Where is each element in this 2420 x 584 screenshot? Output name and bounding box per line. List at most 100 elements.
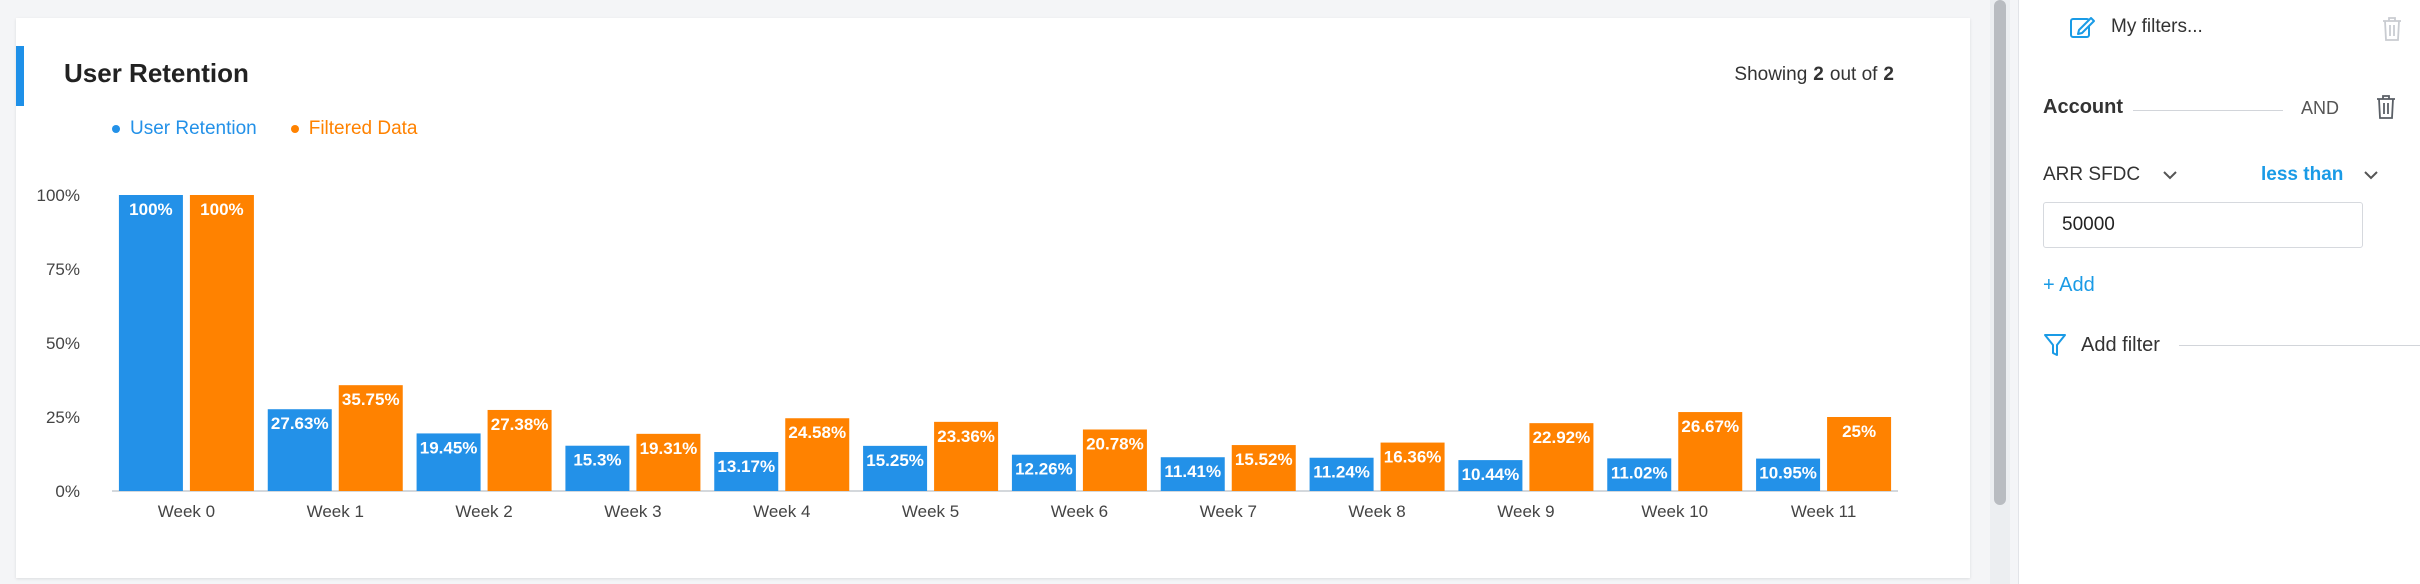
bar [636,433,701,491]
x-tick-label: Week 8 [1348,502,1405,521]
bar-data-label: 26.67% [1681,417,1739,436]
bar-data-label: 27.38% [491,415,549,434]
x-tick-label: Week 4 [753,502,810,521]
bar-data-label: 10.95% [1759,464,1817,483]
bar-data-label: 15.3% [573,451,621,470]
bar-data-label: 22.92% [1533,428,1591,447]
bar [1678,412,1743,491]
filter-funnel-icon [2044,334,2066,356]
bar-data-label: 13.17% [717,457,775,476]
bar-data-label: 12.26% [1015,460,1073,479]
legend-item-user-retention[interactable]: User Retention [112,118,257,140]
edit-icon [2070,17,2095,38]
bar [416,433,481,491]
bar-data-label: 25% [1842,422,1876,441]
add-filter-label: Add filter [2081,333,2160,356]
scrollbar-thumb[interactable] [1994,0,2006,505]
showing-prefix: Showing [1734,64,1808,85]
bar-data-label: 20.78% [1086,434,1144,453]
bar-data-label: 16.36% [1384,448,1442,467]
chart-title: User Retention [64,58,249,88]
x-tick-label: Week 6 [1051,502,1108,521]
x-tick-label: Week 5 [902,502,959,521]
x-tick-label: Week 1 [307,502,364,521]
divider [2179,345,2420,346]
bar [1082,429,1147,491]
bar [118,195,183,491]
account-label: Account [2043,96,2123,118]
bar [1380,442,1445,491]
bar [1011,454,1076,491]
bar [487,409,552,491]
add-filter-button[interactable]: Add filter [2043,332,2160,358]
y-tick-label: 25% [46,408,80,427]
bar [1231,445,1296,491]
bar [1458,460,1523,491]
y-tick-label: 50% [46,334,80,353]
bar-data-label: 19.45% [420,438,478,457]
trash-icon[interactable] [2381,16,2403,42]
trash-icon[interactable] [2375,94,2397,120]
bar-data-label: 19.31% [640,439,698,458]
bar-chart-plot: 0% 25% 50% 75% 100% 100% 100% Week 0 27.63% 35.75… [37,186,1898,521]
bar-data-label: 15.25% [866,451,924,470]
x-tick-label: Week 0 [158,502,215,521]
bar [1309,457,1374,491]
legend-label: Filtered Data [308,118,418,139]
chevron-down-icon [2163,171,2177,180]
bar-data-label: 100% [200,200,243,219]
operator-dropdown-label: less than [2261,164,2344,185]
bar [338,385,403,491]
operator-dropdown[interactable]: less than [2261,164,2379,186]
legend-dot-icon [290,125,299,133]
bar [714,452,779,491]
showing-total-value: 2 [1883,64,1894,85]
bar [1529,423,1594,491]
x-tick-label: Week 10 [1641,502,1708,521]
bar-data-label: 35.75% [342,390,400,409]
bar-data-label: 27.63% [271,414,329,433]
bar [1756,458,1821,491]
bar [267,409,332,491]
filter-panel: My filters... Account AND ARR SFDC less … [2018,0,2420,584]
field-dropdown[interactable]: ARR SFDC [2043,164,2178,186]
bar-data-label: 11.02% [1611,463,1668,482]
chart-legend: User Retention Filtered Data [112,118,418,140]
x-tick-label: Week 11 [1791,502,1857,521]
bar-data-label: 15.52% [1235,450,1293,469]
bar-data-label: 24.58% [788,423,846,442]
legend-item-filtered-data[interactable]: Filtered Data [290,118,418,140]
chevron-down-icon [2364,171,2379,180]
my-filters-label: My filters... [2111,16,2203,37]
add-condition-link[interactable]: + Add [2043,274,2095,296]
bar [785,418,850,491]
x-tick-label: Week 2 [455,502,512,521]
bar [189,195,254,491]
y-tick-label: 100% [37,186,80,205]
my-filters-button[interactable]: My filters... [2069,14,2203,40]
chart-card: User Retention Showing 2 out of 2 User Rete… [16,18,1970,578]
bar [1160,457,1225,491]
showing-count: Showing 2 out of 2 [1734,64,1900,86]
legend-label: User Retention [130,118,257,139]
bar-data-label: 11.41% [1164,462,1221,481]
bar [863,445,928,491]
x-tick-label: Week 7 [1200,502,1257,521]
x-tick-label: Week 9 [1497,502,1554,521]
divider [2133,110,2283,111]
bar-data-label: 10.44% [1462,465,1520,484]
showing-mid: out of [1829,64,1878,85]
bar [934,421,999,491]
title-accent-bar [16,46,24,106]
filter-value-input[interactable] [2043,202,2363,248]
bar-data-label: 23.36% [937,427,995,446]
field-dropdown-label: ARR SFDC [2043,164,2141,185]
y-tick-label: 75% [46,260,80,279]
and-operator-label[interactable]: AND [2301,98,2340,118]
x-tick-label: Week 3 [604,502,661,521]
bar [1827,417,1892,491]
account-filter-group: Account AND [2043,96,2403,126]
bar [565,445,630,491]
y-tick-label: 0% [55,482,80,501]
